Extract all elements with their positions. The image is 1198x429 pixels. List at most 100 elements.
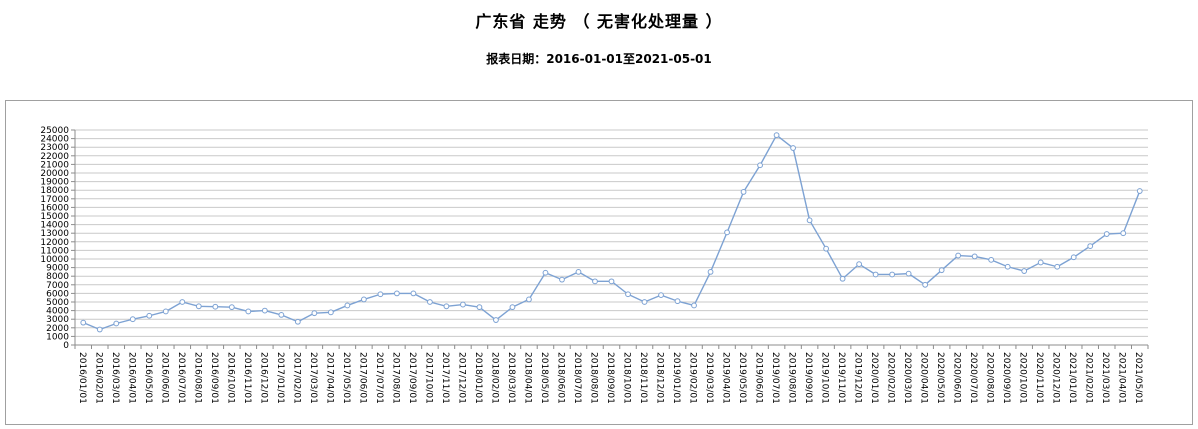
y-tick-label: 16000 xyxy=(40,203,69,213)
x-tick-label: 2017/12/01 xyxy=(456,352,466,404)
data-point-marker xyxy=(80,319,87,326)
data-point-marker xyxy=(1021,268,1028,274)
y-tick-label: 19000 xyxy=(40,178,69,188)
trend-line-chart: 0100020003000400050006000700080009000100… xyxy=(40,126,1149,404)
x-tick-label: 2020/02/01 xyxy=(886,352,896,404)
x-tick-label: 2018/06/01 xyxy=(555,352,565,404)
data-point-marker xyxy=(674,298,681,305)
data-point-marker xyxy=(493,317,499,323)
data-point-marker xyxy=(955,252,962,259)
data-point-marker xyxy=(1054,263,1061,270)
data-point-marker xyxy=(476,304,483,311)
data-point-marker xyxy=(129,316,136,323)
y-tick-label: 6000 xyxy=(46,289,69,299)
y-tick-label: 20000 xyxy=(40,169,69,179)
data-point-marker xyxy=(740,189,747,195)
x-tick-label: 2016/04/01 xyxy=(126,352,136,404)
y-tick-label: 3000 xyxy=(46,315,69,325)
data-point-marker xyxy=(377,291,384,298)
y-tick-label: 21000 xyxy=(40,160,69,170)
data-point-marker xyxy=(1037,259,1044,266)
y-tick-label: 12000 xyxy=(40,238,69,248)
x-tick-label: 2020/12/01 xyxy=(1051,352,1061,404)
x-tick-label: 2019/09/01 xyxy=(803,352,813,404)
x-tick-label: 2016/03/01 xyxy=(110,352,120,404)
gridlines xyxy=(71,129,1148,346)
data-point-marker xyxy=(526,296,532,303)
data-point-marker xyxy=(261,307,268,314)
x-tick-label: 2016/01/01 xyxy=(77,352,87,404)
data-point-marker xyxy=(344,302,351,309)
data-point-marker xyxy=(460,301,466,308)
y-tick-label: 0 xyxy=(63,341,69,351)
x-tick-label: 2017/06/01 xyxy=(357,352,367,404)
y-tick-label: 10000 xyxy=(40,255,69,265)
x-tick-label: 2016/10/01 xyxy=(225,352,235,404)
page-title: 广东省 走势 （ 无害化处理量 ） xyxy=(475,12,723,31)
x-tick-label: 2017/05/01 xyxy=(341,352,351,404)
data-point-marker xyxy=(410,290,417,297)
x-tick-label: 2017/11/01 xyxy=(440,352,450,404)
y-tick-label: 23000 xyxy=(40,143,69,153)
data-point-marker xyxy=(971,253,978,260)
x-tick-label: 2017/02/01 xyxy=(291,352,301,404)
data-point-marker xyxy=(823,245,829,252)
x-tick-label: 2017/10/01 xyxy=(423,352,433,404)
data-point-marker xyxy=(889,271,896,278)
data-point-marker xyxy=(856,261,863,268)
data-point-marker xyxy=(360,296,367,303)
axes xyxy=(74,130,1149,349)
data-point-marker xyxy=(988,256,995,263)
y-tick-label: 22000 xyxy=(40,152,69,162)
data-point-marker xyxy=(179,299,186,305)
data-point-marker xyxy=(641,299,648,305)
x-tick-label: 2018/07/01 xyxy=(572,352,582,404)
x-tick-label: 2016/08/01 xyxy=(192,352,202,404)
data-point-marker xyxy=(938,267,945,274)
x-tick-label: 2016/05/01 xyxy=(143,352,153,404)
data-point-marker xyxy=(509,304,516,311)
x-tick-label: 2018/12/01 xyxy=(655,352,665,404)
data-point-marker xyxy=(724,229,730,236)
y-tick-label: 15000 xyxy=(40,212,69,222)
data-point-marker xyxy=(575,269,582,275)
x-tick-label: 2020/03/01 xyxy=(902,352,912,404)
data-point-marker xyxy=(790,145,796,151)
x-tick-label: 2019/12/01 xyxy=(853,352,863,404)
data-point-marker xyxy=(427,299,433,305)
data-point-marker xyxy=(922,281,929,288)
data-point-marker xyxy=(592,278,598,285)
data-point-marker xyxy=(658,292,664,299)
data-point-marker xyxy=(1136,188,1143,194)
x-tick-label: 2020/01/01 xyxy=(869,352,879,404)
data-point-marker xyxy=(327,309,334,316)
x-tick-label: 2017/08/01 xyxy=(390,352,400,404)
x-tick-label: 2017/04/01 xyxy=(324,352,334,404)
data-point-marker xyxy=(1103,231,1110,237)
x-tick-label: 2020/06/01 xyxy=(952,352,962,404)
x-tick-label: 2020/04/01 xyxy=(919,352,929,404)
x-tick-label: 2016/06/01 xyxy=(159,352,169,404)
x-tick-label: 2019/02/01 xyxy=(688,352,698,404)
x-tick-label: 2020/07/01 xyxy=(968,352,978,404)
data-point-marker xyxy=(394,290,400,297)
y-tick-label: 8000 xyxy=(46,272,69,282)
x-tick-label: 2018/09/01 xyxy=(605,352,615,404)
x-tick-label: 2021/03/01 xyxy=(1100,352,1110,404)
data-points xyxy=(80,132,1143,333)
data-point-marker xyxy=(278,312,285,318)
y-tick-label: 18000 xyxy=(40,186,69,196)
y-tick-label: 13000 xyxy=(40,229,69,239)
x-tick-label: 2018/04/01 xyxy=(522,352,532,404)
data-point-marker xyxy=(195,303,202,310)
x-tick-label: 2016/12/01 xyxy=(258,352,268,404)
data-point-marker xyxy=(839,275,846,282)
x-tick-label: 2020/05/01 xyxy=(935,352,945,404)
data-point-marker xyxy=(559,276,565,283)
y-tick-label: 2000 xyxy=(46,324,69,334)
data-point-marker xyxy=(162,308,169,315)
x-tick-label: 2020/08/01 xyxy=(985,352,995,404)
x-tick-label: 2019/10/01 xyxy=(820,352,830,404)
data-point-marker xyxy=(113,320,120,327)
